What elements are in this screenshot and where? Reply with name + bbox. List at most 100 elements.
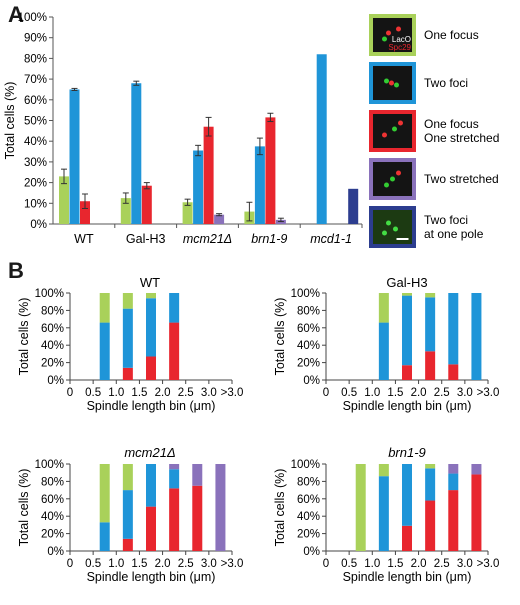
b-y-tick-label: 80%: [41, 305, 64, 317]
b-x-axis-title: Spindle length bin (μm): [87, 399, 216, 413]
legend-label: One focus One stretched: [424, 117, 499, 145]
a-bar: [203, 126, 214, 224]
scale-bar: [396, 238, 409, 240]
b-stacked-bar-segment: [146, 293, 156, 299]
b-stacked-bar-segment: [122, 538, 133, 551]
a-y-tick-label: 50%: [24, 116, 47, 128]
b-y-tick-label: 60%: [41, 323, 64, 335]
b-y-axis-title: Total cells (%): [273, 469, 287, 547]
b-y-tick-label: 80%: [41, 476, 64, 488]
b-stacked-bar-segment: [146, 298, 156, 357]
b-stacked-bar-segment: [355, 464, 366, 551]
b-x-tick-label: 2.5: [434, 558, 450, 570]
b-x-tick-label: >3.0: [477, 387, 500, 399]
b-y-tick-label: 20%: [41, 529, 64, 541]
spc29-label: Spc29: [388, 43, 411, 52]
b-stacked-bar-segment: [122, 490, 133, 539]
b-x-tick-label: 0: [323, 387, 329, 399]
b-stacked-bar-segment: [192, 464, 203, 486]
micrograph-spot: [389, 80, 394, 86]
legend-label: Two foci: [424, 76, 468, 90]
b-x-tick-label: 0.5: [341, 387, 357, 399]
micrograph-spot: [384, 78, 389, 84]
b-x-tick-label: 3.0: [201, 558, 217, 570]
a-bar: [59, 176, 69, 224]
b-x-tick-label: 1.5: [387, 387, 403, 399]
b-x-tick-label: 0.5: [85, 558, 101, 570]
b-x-tick-label: 2.0: [411, 387, 427, 399]
b-stacked-bar-segment: [122, 293, 133, 309]
micrograph-spot: [390, 176, 395, 182]
b-stacked-bar-segment: [471, 293, 482, 380]
b-stacked-bar-segment: [378, 293, 389, 323]
b-x-tick-label: 3.0: [457, 387, 473, 399]
a-bar: [131, 83, 142, 225]
a-bar: [120, 198, 131, 224]
b-x-tick-label: 0: [323, 558, 329, 570]
b-chart-title: mcm21Δ: [124, 445, 175, 460]
b-y-tick-label: 100%: [35, 288, 64, 300]
b-y-axis-title: Total cells (%): [17, 469, 31, 547]
micrograph-spot: [386, 30, 391, 36]
b-y-tick-label: 80%: [297, 305, 320, 317]
b-y-tick-label: 20%: [297, 529, 320, 541]
b-stacked-bar-segment: [402, 365, 412, 380]
b-stacked-bar-segment: [99, 464, 110, 523]
b-x-tick-label: 1.0: [108, 558, 124, 570]
a-bar: [69, 89, 80, 224]
b-x-tick-label: 2.5: [178, 558, 194, 570]
b-stacked-bar-segment: [425, 468, 436, 501]
b-x-axis-title: Spindle length bin (μm): [343, 399, 472, 413]
b-stacked-bar-segment: [146, 506, 156, 551]
a-x-tick-label: brn1-9: [251, 232, 287, 246]
b-y-tick-label: 100%: [35, 459, 64, 471]
b-x-tick-label: >3.0: [477, 558, 500, 570]
a-y-tick-label: 100%: [18, 12, 47, 24]
b-stacked-bar-segment: [425, 351, 436, 380]
b-x-tick-label: 1.0: [364, 558, 380, 570]
b-y-tick-label: 0%: [303, 375, 320, 387]
b-x-tick-label: 0: [67, 558, 73, 570]
a-y-tick-label: 40%: [24, 136, 47, 148]
a-y-tick-label: 0%: [30, 219, 47, 231]
a-y-tick-label: 60%: [24, 95, 47, 107]
b-x-axis-title: Spindle length bin (μm): [87, 570, 216, 584]
a-y-tick-label: 70%: [24, 74, 47, 86]
b-x-axis-title: Spindle length bin (μm): [343, 570, 472, 584]
b-stacked-bar-segment: [425, 297, 436, 352]
b-stacked-bar-segment: [169, 322, 180, 380]
micrograph-spot: [384, 182, 389, 188]
lacO-label: LacO: [392, 35, 411, 44]
b-y-tick-label: 0%: [47, 375, 64, 387]
micrograph-spot: [382, 36, 387, 42]
b-stacked-bar-segment: [448, 473, 459, 491]
b-stacked-bar-segment: [378, 464, 389, 477]
micrograph-spot: [392, 126, 397, 132]
a-bar: [193, 150, 204, 224]
a-x-tick-label: WT: [74, 232, 94, 246]
a-bar: [316, 54, 327, 225]
a-y-tick-label: 20%: [24, 178, 47, 190]
b-y-tick-label: 60%: [297, 323, 320, 335]
b-x-tick-label: 0.5: [341, 558, 357, 570]
b-y-tick-label: 40%: [41, 340, 64, 352]
b-stacked-bar-segment: [448, 293, 459, 365]
b-stacked-bar-segment: [122, 308, 133, 368]
legend-micrograph: [373, 18, 412, 52]
micrograph-spot: [396, 170, 401, 176]
b-y-tick-label: 60%: [297, 494, 320, 506]
b-x-tick-label: 0: [67, 387, 73, 399]
b-y-tick-label: 40%: [41, 511, 64, 523]
legend-label: Two stretched: [424, 172, 499, 186]
b-y-tick-label: 100%: [291, 459, 320, 471]
panel-b-letter: B: [8, 258, 24, 283]
b-stacked-bar-segment: [169, 469, 180, 489]
b-stacked-bar-segment: [448, 364, 459, 380]
b-x-tick-label: >3.0: [221, 558, 244, 570]
a-y-tick-label: 30%: [24, 157, 47, 169]
a-y-tick-label: 80%: [24, 53, 47, 65]
a-y-tick-label: 10%: [24, 198, 47, 210]
micrograph-spot: [382, 132, 387, 138]
b-stacked-bar-segment: [425, 293, 436, 298]
